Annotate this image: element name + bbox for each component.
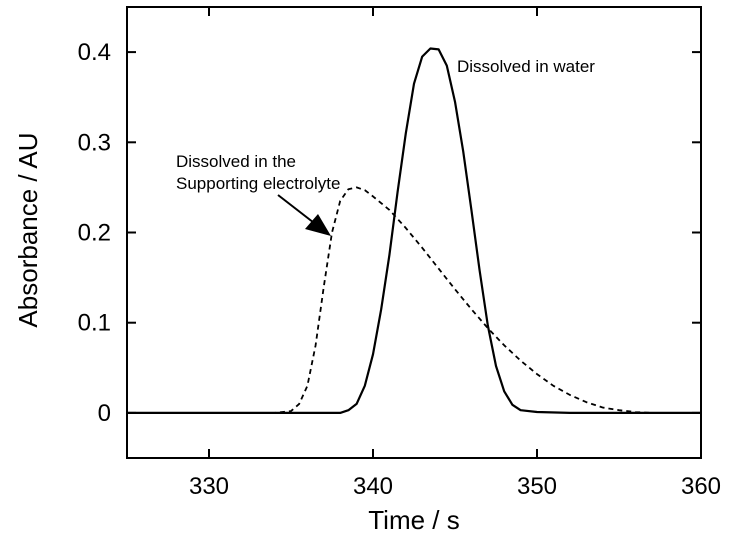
plot-frame [126,6,702,459]
annotation-arrow-head [305,214,331,236]
y-tick-label: 0.2 [78,220,111,247]
ticks-layer: 330 340 350 360 0 0.1 0.2 0.3 0.4 [78,7,721,500]
y-tick-label: 0.1 [78,310,111,337]
x-tick-label: 330 [189,473,229,500]
x-tick-label: 360 [681,473,721,500]
x-tick-label: 350 [517,473,557,500]
y-tick-label: 0 [98,400,111,427]
annotation-arrow-shaft [277,194,319,227]
series-line-solid [127,47,701,414]
annotation-electrolyte-line1: Dissolved in the [176,152,296,171]
y-tick-label: 0.4 [78,39,111,66]
annotation-electrolyte-line2: Supporting electrolyte [176,174,340,193]
y-axis-title: Absorbance / AU [13,132,43,327]
y-tick-label: 0.3 [78,129,111,156]
series-line-dashed [127,186,701,414]
series-layer [127,47,701,414]
x-axis-title: Time / s [368,505,459,535]
x-tick-label: 340 [353,473,393,500]
annotation-water: Dissolved in water [457,57,595,76]
